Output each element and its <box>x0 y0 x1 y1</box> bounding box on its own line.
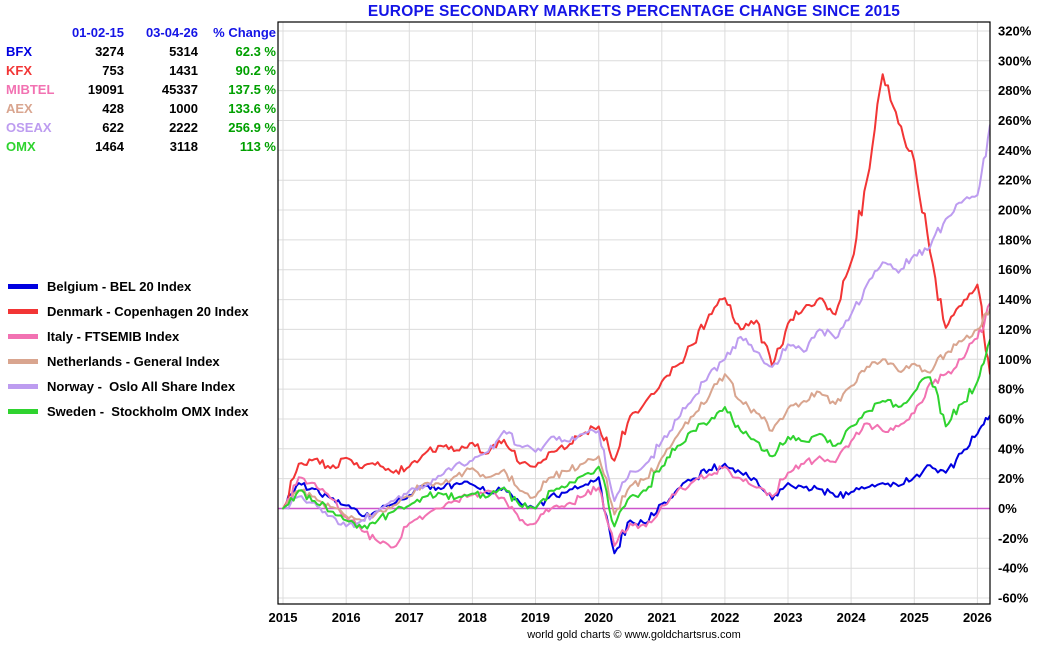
stats-table: 01-02-15 03-04-26 % Change BFX 3274 5314… <box>6 23 276 156</box>
y-axis-tick-label: 200% <box>998 203 1032 218</box>
stats-header-change: % Change <box>213 25 276 40</box>
legend-swatch-netherlands <box>8 359 38 364</box>
legend-swatch-denmark <box>8 309 38 314</box>
stats-row-label: OMX <box>6 139 36 154</box>
y-axis-tick-label: 20% <box>998 471 1024 486</box>
stats-row-start: 1464 <box>95 139 124 154</box>
stats-row-end: 5314 <box>169 44 198 59</box>
y-axis-tick-label: 140% <box>998 292 1032 307</box>
series-group <box>282 73 990 555</box>
x-axis-tick-label: 2023 <box>774 610 803 625</box>
legend-item: Norway - Oslo All Share Index <box>8 374 249 399</box>
y-axis-tick-label: -40% <box>998 561 1029 576</box>
stats-row-end: 1000 <box>169 101 198 116</box>
stats-row-start: 622 <box>102 120 124 135</box>
stats-row-label: KFX <box>6 63 32 78</box>
legend-swatch-sweden <box>8 409 38 414</box>
x-axis-tick-label: 2025 <box>900 610 929 625</box>
stats-row-change: 256.9 % <box>228 120 276 135</box>
stats-row-start: 428 <box>102 101 124 116</box>
stats-header-end-date: 03-04-26 <box>145 25 198 40</box>
series-line-2 <box>282 302 990 549</box>
y-axis-tick-label: 60% <box>998 412 1024 427</box>
series-line-3 <box>282 308 990 522</box>
plot-border <box>277 21 991 605</box>
stats-row-end: 1431 <box>169 63 198 78</box>
stats-row-label: AEX <box>6 101 33 116</box>
stats-row-end: 2222 <box>169 120 198 135</box>
y-axis-tick-label: 40% <box>998 441 1024 456</box>
y-axis-tick-label: 0% <box>998 501 1017 516</box>
x-axis-tick-label: 2019 <box>521 610 550 625</box>
stats-row-label: MIBTEL <box>6 82 55 97</box>
x-axis-tick-label: 2026 <box>963 610 992 625</box>
series-line-1 <box>282 73 990 510</box>
legend-item: Italy - FTSEMIB Index <box>8 324 249 349</box>
x-axis-tick-label: 2021 <box>647 610 676 625</box>
x-axis-tick-label: 2020 <box>584 610 613 625</box>
x-axis-tick-label: 2024 <box>837 610 867 625</box>
stats-row-label: OSEAX <box>6 120 52 135</box>
legend-label-sweden: Sweden - Stockholm OMX Index <box>47 404 249 419</box>
stats-row-start: 19091 <box>87 82 124 97</box>
y-axis-tick-label: 180% <box>998 232 1032 247</box>
y-axis-tick-label: 220% <box>998 173 1032 188</box>
legend-item: Belgium - BEL 20 Index <box>8 274 249 299</box>
stats-row-change: 137.5 % <box>228 82 276 97</box>
y-axis-tick-label: 300% <box>998 53 1032 68</box>
legend-item: Denmark - Copenhagen 20 Index <box>8 299 249 324</box>
y-axis-tick-label: 280% <box>998 83 1032 98</box>
stats-row-change: 133.6 % <box>228 101 276 116</box>
stats-header-start-date: 01-02-15 <box>71 25 124 40</box>
stats-row-change: 62.3 % <box>235 44 276 59</box>
stats-row-label: BFX <box>6 44 32 59</box>
y-axis-tick-label: -60% <box>998 591 1029 606</box>
stats-row-end: 45337 <box>161 82 198 97</box>
x-axis-tick-label: 2018 <box>458 610 487 625</box>
legend-item: Sweden - Stockholm OMX Index <box>8 399 249 424</box>
stats-row-change: 90.2 % <box>235 63 276 78</box>
legend-label-netherlands: Netherlands - General Index <box>47 354 220 369</box>
x-axis-tick-label: 2016 <box>332 610 361 625</box>
legend-label-italy: Italy - FTSEMIB Index <box>47 329 180 344</box>
y-axis-tick-label: 260% <box>998 113 1032 128</box>
x-axis-tick-label: 2022 <box>710 610 739 625</box>
y-axis-tick-label: 240% <box>998 143 1032 158</box>
series-line-4 <box>282 124 990 529</box>
legend-item: Netherlands - General Index <box>8 349 249 374</box>
stats-row-start: 753 <box>102 63 124 78</box>
stats-row-change: 113 % <box>239 139 276 154</box>
chart-title: EUROPE SECONDARY MARKETS PERCENTAGE CHAN… <box>367 3 901 20</box>
chart-legend: Belgium - BEL 20 Index Denmark - Copenha… <box>8 274 249 424</box>
stats-row-end: 3118 <box>169 139 198 154</box>
x-axis-tick-label: 2015 <box>269 610 298 625</box>
legend-label-denmark: Denmark - Copenhagen 20 Index <box>47 304 249 319</box>
y-axis-tick-label: 100% <box>998 352 1032 367</box>
stats-row-start: 3274 <box>95 44 124 59</box>
legend-label-norway: Norway - Oslo All Share Index <box>47 379 236 394</box>
chart-footer: world gold charts © www.goldchartsrus.co… <box>527 629 741 641</box>
legend-swatch-italy <box>8 334 38 339</box>
y-axis-tick-label: 120% <box>998 322 1032 337</box>
y-axis-tick-label: 160% <box>998 262 1032 277</box>
legend-label-belgium: Belgium - BEL 20 Index <box>47 279 192 294</box>
y-axis-tick-label: 320% <box>998 24 1032 39</box>
x-axis-tick-label: 2017 <box>395 610 424 625</box>
y-axis-tick-label: 80% <box>998 382 1024 397</box>
legend-swatch-norway <box>8 384 38 389</box>
y-axis-tick-label: -20% <box>998 531 1029 546</box>
series-line-5 <box>282 338 990 530</box>
legend-swatch-belgium <box>8 284 38 289</box>
